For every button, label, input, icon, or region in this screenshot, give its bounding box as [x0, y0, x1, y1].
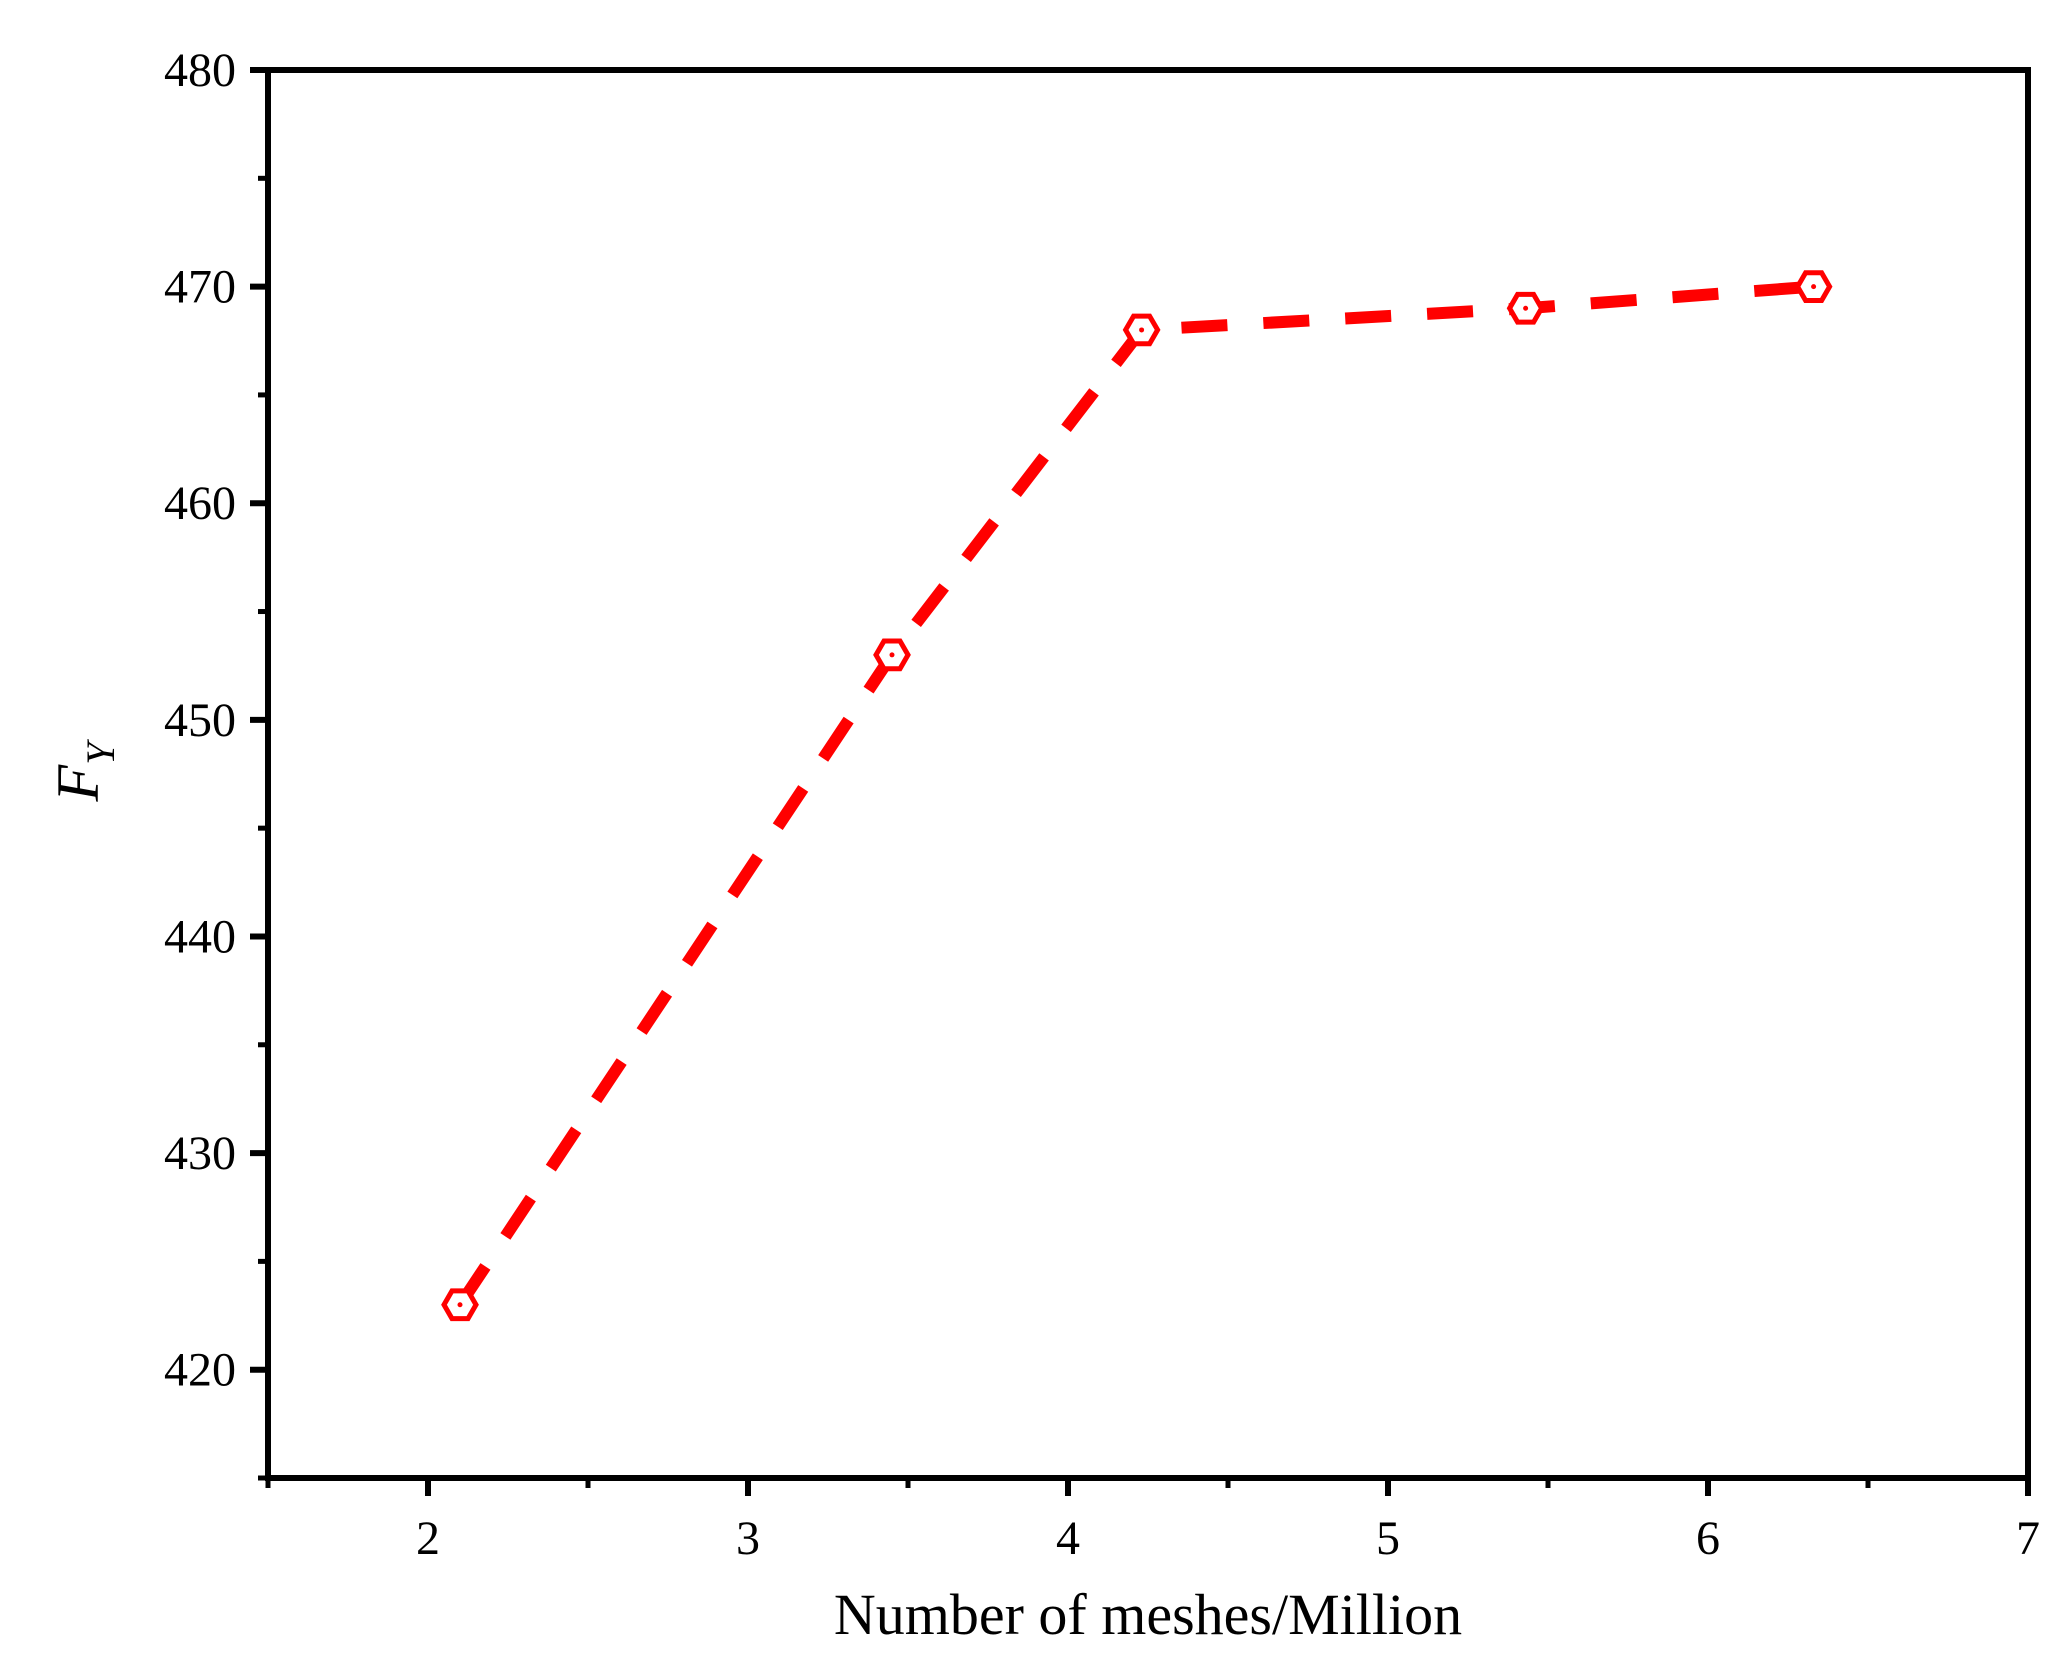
- y-tick-label: 460: [164, 477, 236, 530]
- y-tick-label: 470: [164, 261, 236, 314]
- x-tick-label: 3: [736, 1512, 760, 1565]
- y-tick-label: 480: [164, 44, 236, 97]
- y-axis-title-main: F: [45, 763, 111, 802]
- data-point-center: [889, 652, 895, 658]
- x-axis-title: Number of meshes/Million: [834, 1582, 1462, 1647]
- x-tick-label: 6: [1696, 1512, 1720, 1565]
- data-point-center: [1523, 305, 1529, 311]
- x-tick-label: 2: [416, 1512, 440, 1565]
- y-tick-label: 440: [164, 910, 236, 963]
- x-tick-label: 5: [1376, 1512, 1400, 1565]
- series-line: [455, 280, 1815, 1309]
- plot-frame: [265, 67, 2031, 1481]
- y-tick-labels: 420 430 440 450 460 470 480: [164, 44, 236, 1397]
- data-point-center: [1811, 284, 1817, 290]
- x-tick-labels: 2 3 4 5 6 7: [416, 1512, 2040, 1565]
- y-tick-label: 430: [164, 1127, 236, 1180]
- y-axis-title-subscript: Y: [78, 739, 123, 765]
- y-minor-ticks: [258, 175, 268, 1481]
- data-point-center: [1139, 327, 1145, 333]
- series-layer: [441, 270, 1833, 1322]
- y-tick-label: 420: [164, 1344, 236, 1397]
- y-tick-label: 450: [164, 694, 236, 747]
- x-tick-label: 4: [1056, 1512, 1080, 1565]
- data-point-center: [457, 1302, 463, 1308]
- y-axis-title: FY: [45, 739, 123, 803]
- x-tick-label: 7: [2016, 1512, 2040, 1565]
